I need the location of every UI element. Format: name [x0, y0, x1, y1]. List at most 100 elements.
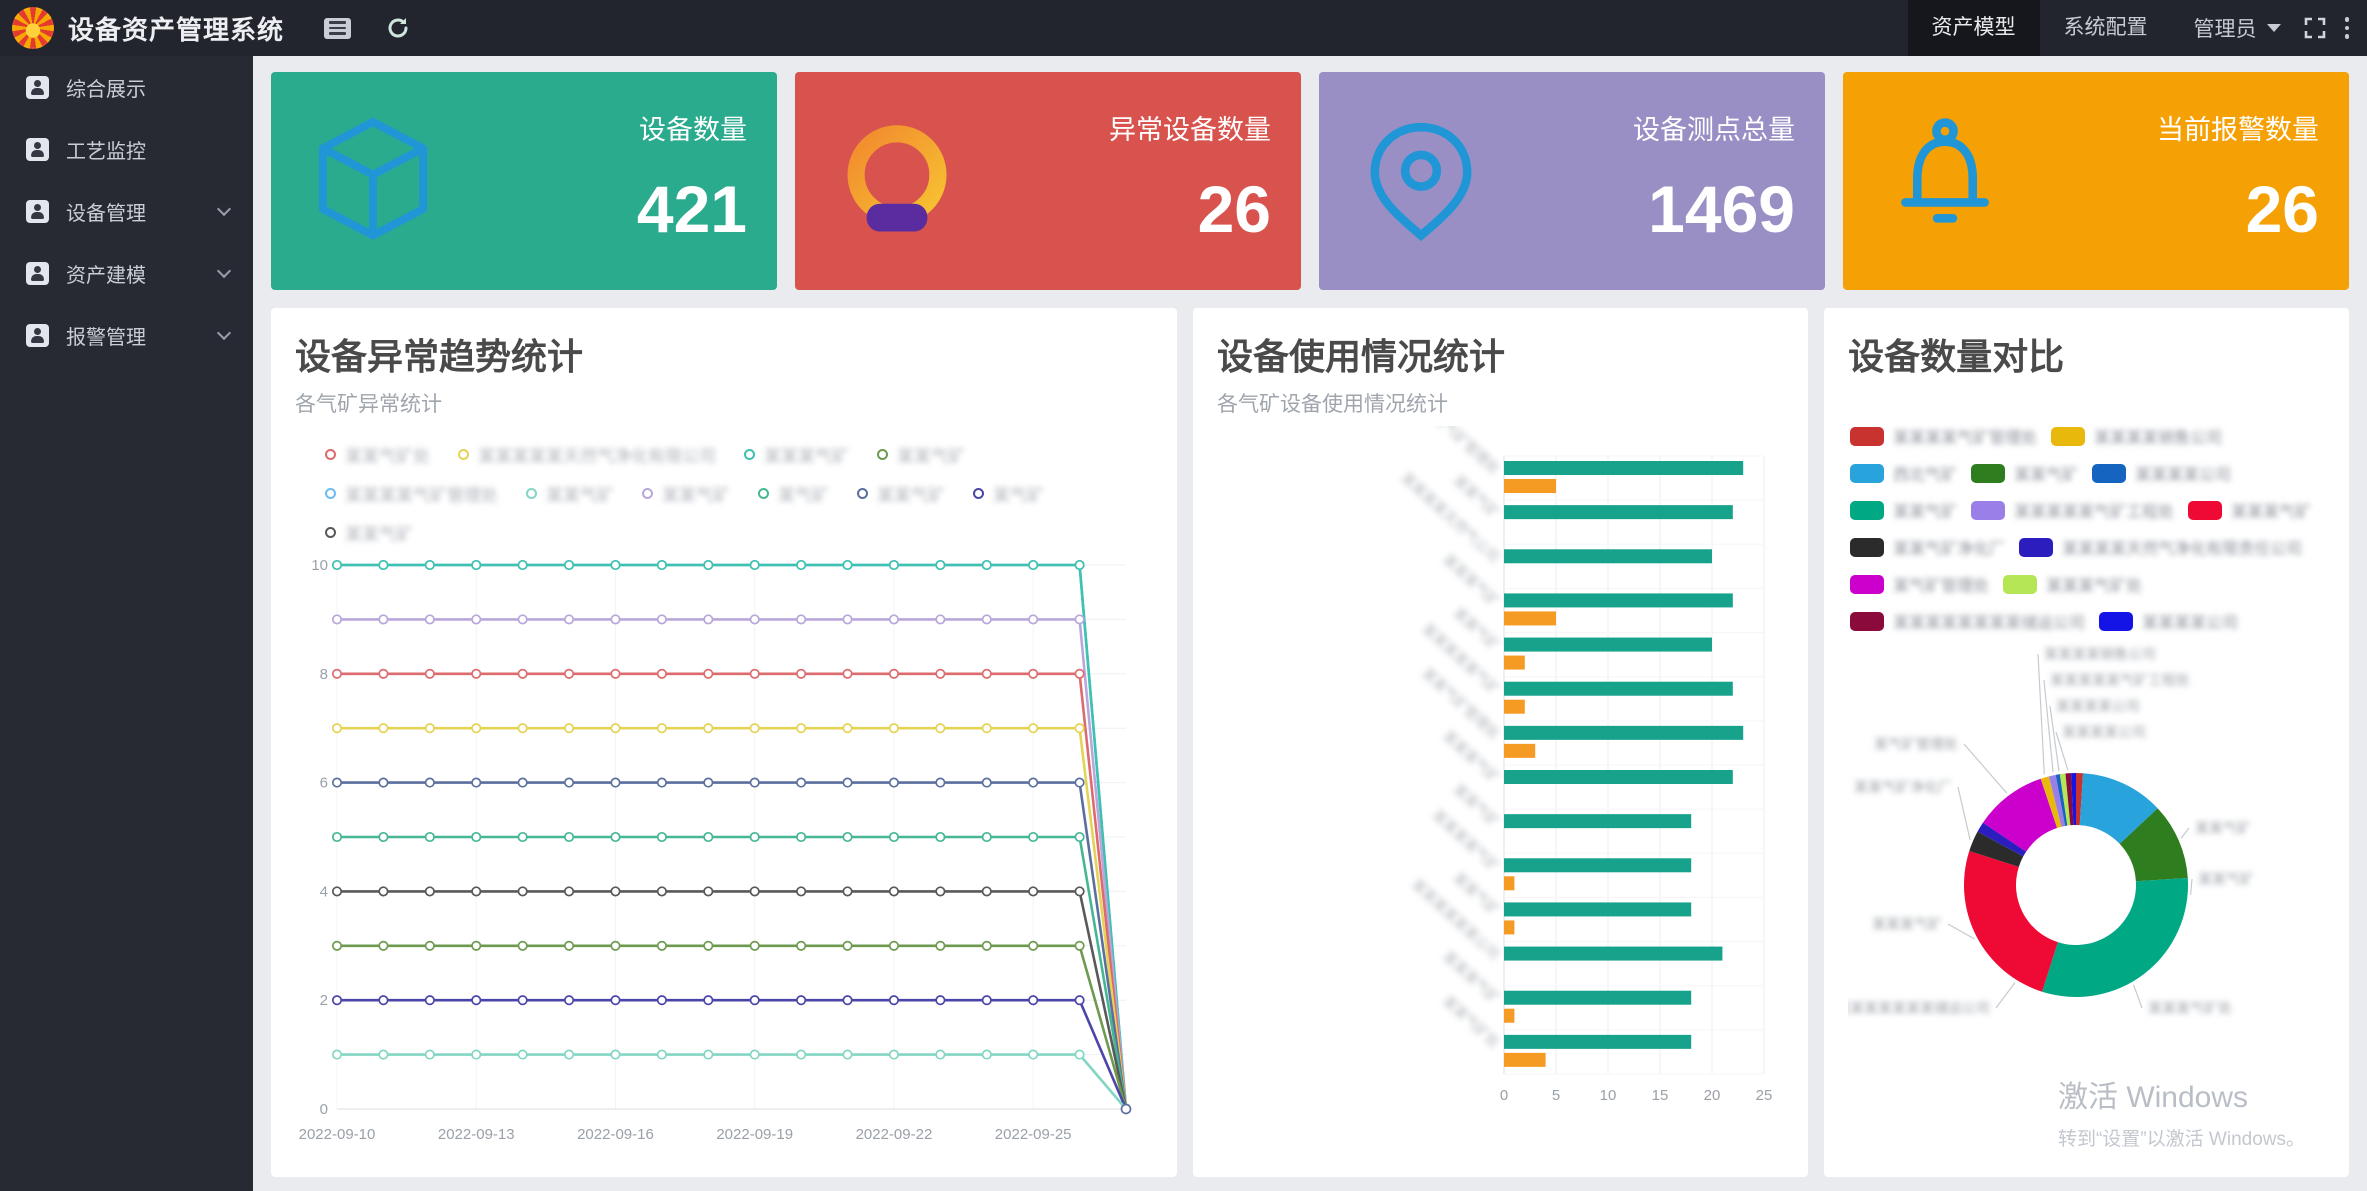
legend-label: 某某气矿 [897, 447, 965, 466]
legend-item[interactable]: 某某气矿处 [325, 442, 430, 467]
stat-card-label: 设备测点总量 [1633, 115, 1795, 145]
legend-item[interactable]: 某某气矿 [877, 442, 965, 467]
legend-item[interactable]: 某某气矿 [857, 481, 945, 506]
sidebar-item-label: 资产建模 [66, 264, 146, 287]
windows-activation-watermark: 激活 Windows 转到“设置”以激活 Windows。 [2058, 1072, 2305, 1151]
legend-label: 某某某气矿 [764, 447, 849, 466]
sidebar-item-device-mgmt[interactable]: 设备管理 [0, 180, 253, 242]
legend-swatch-icon [2019, 537, 2054, 557]
legend-item[interactable]: 某某某某销售公司 [2051, 424, 2222, 448]
stat-card-current-alarms: 当前报警数量 26 [1843, 72, 2349, 290]
legend-item[interactable]: 某某某某某某某某储运公司 [1850, 609, 2085, 633]
legend-label: 某某某某某天然气净化有限公司 [478, 447, 716, 466]
legend-marker-icon [325, 527, 336, 538]
menu-item-icon [26, 323, 49, 347]
legend-label: 某某气矿 [345, 525, 413, 544]
tab-asset-model[interactable]: 资产模型 [1907, 0, 2040, 56]
legend-label: 西北气矿 [1893, 467, 1958, 484]
svg-text:15: 15 [1652, 1087, 1669, 1104]
legend-swatch-icon [2099, 611, 2134, 631]
legend-item[interactable]: 某某某某气矿管理处 [325, 481, 498, 506]
legend-swatch-icon [1971, 500, 2006, 520]
panel-usage-stats: 设备使用情况统计 各气矿设备使用情况统计 0 5 10 15 20 25 某某某某气矿管理处… [1193, 308, 1809, 1177]
more-options-button[interactable] [2337, 17, 2367, 39]
app-header: 设备资产管理系统 资产模型 系统配置 管理员 [0, 0, 2367, 56]
legend-item[interactable]: 某某某气矿处 [2003, 572, 2142, 596]
legend-item[interactable]: 某某某某天然气净化有限责任公司 [2019, 535, 2302, 559]
sidebar-item-label: 工艺监控 [66, 140, 146, 163]
legend-item[interactable]: 某某气矿 [526, 481, 614, 506]
legend-label: 某某气矿净化厂 [1893, 541, 2006, 558]
sidebar-collapse-button[interactable] [324, 17, 352, 39]
collapse-icon [324, 17, 352, 39]
legend-item[interactable]: 某某某气矿 [2188, 498, 2311, 522]
stat-card-value: 421 [636, 172, 747, 246]
sidebar-item-asset-modeling[interactable]: 资产建模 [0, 242, 253, 304]
legend-marker-icon [325, 488, 336, 499]
legend-item[interactable]: 某某某某公司 [2099, 609, 2238, 633]
legend-swatch-icon [1850, 611, 1885, 631]
legend-item[interactable]: 某某气矿 [1971, 461, 2078, 485]
tab-system-config[interactable]: 系统配置 [2063, 16, 2148, 39]
stat-card-value: 1469 [1648, 172, 1795, 246]
legend-swatch-icon [1850, 426, 1885, 446]
stat-card-value: 26 [1197, 172, 1271, 246]
legend-marker-icon [973, 488, 984, 499]
legend-item[interactable]: 某某某某某气矿工程处 [1971, 498, 2174, 522]
sidebar-item-process-monitor[interactable]: 工艺监控 [0, 118, 253, 180]
stat-card-value: 26 [2245, 172, 2319, 246]
legend-marker-icon [744, 449, 755, 460]
svg-text:2: 2 [320, 992, 328, 1009]
svg-text:6: 6 [320, 775, 328, 792]
panel-title: 设备使用情况统计 [1217, 336, 1506, 377]
legend-label: 某某某某销售公司 [2094, 430, 2223, 447]
legend-item[interactable]: 某某某某气矿管理处 [1850, 424, 2037, 448]
legend-label: 某气矿管理处 [1893, 578, 1990, 595]
svg-text:2022-09-16: 2022-09-16 [577, 1126, 654, 1143]
chevron-down-icon [216, 201, 232, 216]
svg-text:2022-09-13: 2022-09-13 [438, 1126, 515, 1143]
legend-item[interactable]: 某某气矿 [1850, 498, 1957, 522]
svg-text:5: 5 [1552, 1087, 1560, 1104]
line-chart-legend: 某某气矿处 某某某某某天然气净化有限公司 某某某气矿 某某气矿 某某某某气矿管理处 某某气… [325, 442, 1153, 545]
svg-text:某某某某某气矿工程处: 某某某某某气矿工程处 [2050, 672, 2190, 688]
charts-row: 设备异常趋势统计 各气矿异常统计 某某气矿处 某某某某某天然气净化有限公司 某某某气… [271, 308, 2349, 1177]
legend-item[interactable]: 某某某气矿 [744, 442, 849, 467]
menu-item-icon [26, 199, 49, 223]
legend-label: 某某某某气矿管理处 [1893, 430, 2038, 447]
legend-item[interactable]: 某某某某公司 [2092, 461, 2231, 485]
svg-text:某某某某气矿管理处: 某某某某气矿管理处 [1398, 426, 1502, 477]
chevron-down-icon [216, 325, 232, 340]
legend-swatch-icon [1850, 500, 1885, 520]
panel-subtitle: 各气矿设备使用情况统计 [1217, 393, 1448, 416]
legend-label: 某某气矿 [662, 486, 730, 505]
stat-card-label: 设备数量 [639, 115, 747, 145]
legend-item[interactable]: 某气矿 [758, 481, 829, 506]
legend-item[interactable]: 某某某某某天然气净化有限公司 [458, 442, 716, 467]
legend-item[interactable]: 某某气矿净化厂 [1850, 535, 2005, 559]
main-content: 设备数量 421 异常设备数量 26 设备测点总量 1469 [253, 56, 2367, 1191]
svg-text:某某某某某某某某储运公司: 某某某某某某某某储运公司 [1848, 1000, 1990, 1016]
sidebar-item-label: 报警管理 [66, 326, 146, 349]
legend-item[interactable]: 某某气矿 [325, 520, 413, 545]
menu-item-icon [26, 137, 49, 161]
legend-marker-icon [857, 488, 868, 499]
stat-card-measure-points: 设备测点总量 1469 [1319, 72, 1825, 290]
svg-text:25: 25 [1756, 1087, 1773, 1104]
legend-marker-icon [758, 488, 769, 499]
svg-text:8: 8 [320, 666, 328, 683]
user-menu[interactable]: 管理员 [2172, 13, 2303, 43]
refresh-button[interactable] [385, 15, 411, 41]
sidebar-item-alarm-mgmt[interactable]: 报警管理 [0, 304, 253, 366]
sidebar-item-overview[interactable]: 综合展示 [0, 56, 253, 118]
svg-text:10: 10 [311, 557, 328, 574]
legend-item[interactable]: 某某气矿 [642, 481, 730, 506]
legend-label: 某某某某天然气净化有限责任公司 [2062, 541, 2303, 558]
legend-marker-icon [458, 449, 469, 460]
legend-item[interactable]: 某气矿管理处 [1850, 572, 1989, 596]
svg-text:某气矿管理处: 某气矿管理处 [1874, 736, 1958, 752]
fullscreen-button[interactable] [2303, 16, 2327, 40]
legend-item[interactable]: 西北气矿 [1850, 461, 1957, 485]
stat-card-device-count: 设备数量 421 [271, 72, 777, 290]
legend-item[interactable]: 某气矿 [973, 481, 1044, 506]
